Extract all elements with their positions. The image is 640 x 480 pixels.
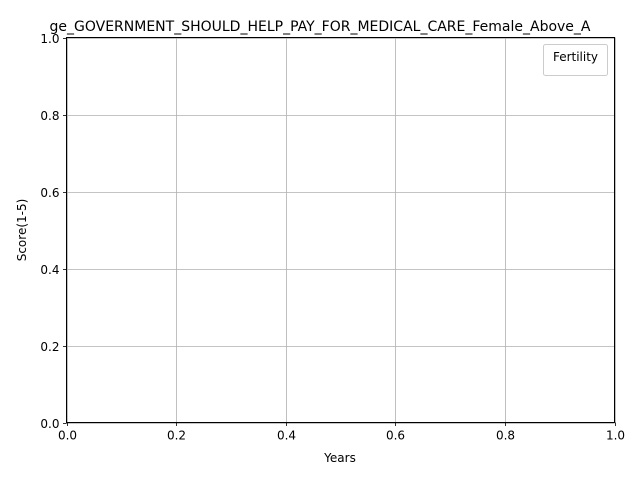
plot-frame	[66, 37, 615, 423]
x-tick-label: 0.4	[277, 429, 296, 443]
legend: Fertility	[543, 44, 608, 76]
legend-box	[543, 44, 608, 76]
x-tick-label: 1.0	[606, 429, 625, 443]
axis-ticks: 0.0 0.2 0.4 0.6 0.8 1.0 0.0 0.2 0.4 0.6 0.8 1.0	[40, 32, 625, 443]
grid	[66, 37, 616, 424]
y-tick-label: 0.0	[40, 417, 59, 431]
x-tick-label: 0.2	[167, 429, 186, 443]
legend-title: Fertility	[553, 50, 598, 64]
x-tick-label: 0.6	[386, 429, 405, 443]
x-tick-label: 0.8	[496, 429, 515, 443]
y-tick-label: 1.0	[40, 32, 59, 46]
x-axis-label: Years	[323, 451, 356, 465]
y-tick-label: 0.4	[40, 263, 59, 277]
x-tick-label: 0.0	[58, 429, 77, 443]
y-axis-label: Score(1-5)	[15, 199, 29, 262]
y-tick-label: 0.8	[40, 109, 59, 123]
y-tick-label: 0.6	[40, 186, 59, 200]
chart-title: ge_GOVERNMENT_SHOULD_HELP_PAY_FOR_MEDICA…	[50, 19, 591, 35]
y-tick-label: 0.2	[40, 340, 59, 354]
